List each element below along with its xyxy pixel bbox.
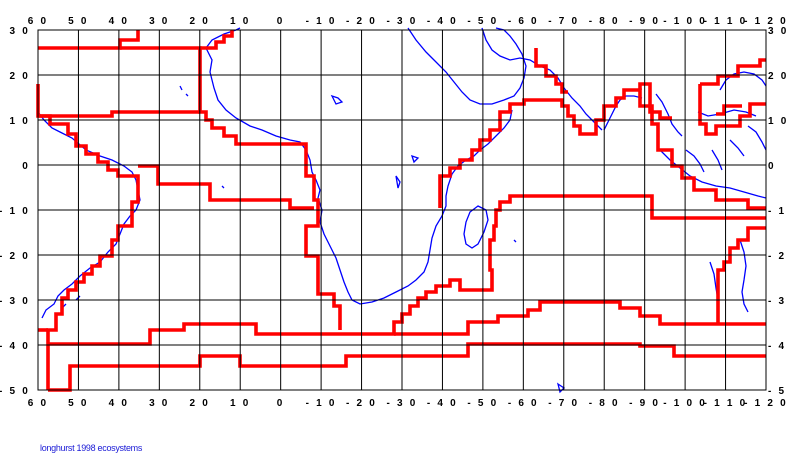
x-tick-label: - 2 0	[346, 398, 377, 409]
y-tick-label: - 5 0	[768, 386, 786, 397]
x-tick-label: - 4 0	[427, 16, 458, 27]
x-tick-label: - 6 0	[508, 398, 539, 409]
x-tick-label: - 1 0 0	[663, 16, 707, 27]
x-tick-label: - 1 1 0	[704, 398, 748, 409]
y-tick-label: 0	[22, 161, 30, 172]
x-tick-label: - 1 0	[306, 398, 337, 409]
y-tick-label: 1 0	[768, 116, 786, 127]
x-tick-label: 6 0	[28, 16, 49, 27]
x-tick-label: 5 0	[68, 16, 89, 27]
y-tick-label: 1 0	[9, 116, 30, 127]
x-tick-label: - 1 2 0	[744, 398, 786, 409]
y-tick-label: - 1 0	[768, 206, 786, 217]
coastlines	[37, 27, 767, 394]
y-tick-labels-left: 3 0 2 0 1 0 0 - 1 0 - 2 0 - 3 0 - 4 0 - 5 0	[0, 26, 30, 397]
x-tick-label: 6 0	[28, 398, 49, 409]
x-tick-label: 1 0	[230, 16, 251, 27]
x-tick-label: 3 0	[149, 398, 170, 409]
x-tick-label: 2 0	[190, 398, 211, 409]
y-tick-labels-right: 3 0 2 0 1 0 0 - 1 0 - 2 0 - 3 0 - 4 0 - 5 0	[768, 26, 786, 397]
y-tick-label: 3 0	[768, 26, 786, 37]
x-tick-label: - 9 0	[629, 398, 660, 409]
y-tick-label: 2 0	[9, 71, 30, 82]
x-tick-label: 4 0	[109, 16, 130, 27]
x-tick-label: - 3 0	[386, 398, 417, 409]
y-tick-label: - 4 0	[0, 341, 30, 352]
x-tick-label: 4 0	[109, 398, 130, 409]
x-tick-label: - 6 0	[508, 16, 539, 27]
x-tick-label: - 1 2 0	[744, 16, 786, 27]
y-tick-label: - 2 0	[0, 251, 30, 262]
x-tick-label: 1 0	[230, 398, 251, 409]
y-tick-label: 3 0	[9, 26, 30, 37]
x-tick-label: - 8 0	[589, 16, 620, 27]
x-tick-label: - 8 0	[589, 398, 620, 409]
y-tick-label: - 5 0	[0, 386, 30, 397]
graticule	[37, 29, 767, 391]
x-tick-label: - 7 0	[548, 16, 579, 27]
caption: longhurst 1998 ecosystems	[40, 443, 143, 453]
x-tick-label: 0	[277, 16, 285, 27]
x-tick-label: - 1 0 0	[663, 398, 707, 409]
x-tick-label: - 3 0	[386, 16, 417, 27]
x-tick-label: - 4 0	[427, 398, 458, 409]
x-tick-label: 2 0	[190, 16, 211, 27]
y-tick-label: - 3 0	[0, 296, 30, 307]
x-tick-label: - 1 0	[306, 16, 337, 27]
x-tick-label: - 2 0	[346, 16, 377, 27]
y-tick-label: - 1 0	[0, 206, 30, 217]
x-tick-label: - 5 0	[467, 16, 498, 27]
x-tick-label: - 9 0	[629, 16, 660, 27]
y-tick-label: 2 0	[768, 71, 786, 82]
y-tick-label: - 3 0	[768, 296, 786, 307]
x-tick-label: 3 0	[149, 16, 170, 27]
x-tick-label: - 1 1 0	[704, 16, 748, 27]
y-tick-label: - 4 0	[768, 341, 786, 352]
y-tick-label: - 2 0	[768, 251, 786, 262]
x-tick-label: 5 0	[68, 398, 89, 409]
x-tick-label: - 5 0	[467, 398, 498, 409]
y-tick-label: 0	[768, 161, 776, 172]
x-tick-label: - 7 0	[548, 398, 579, 409]
x-tick-label: 0	[277, 398, 285, 409]
